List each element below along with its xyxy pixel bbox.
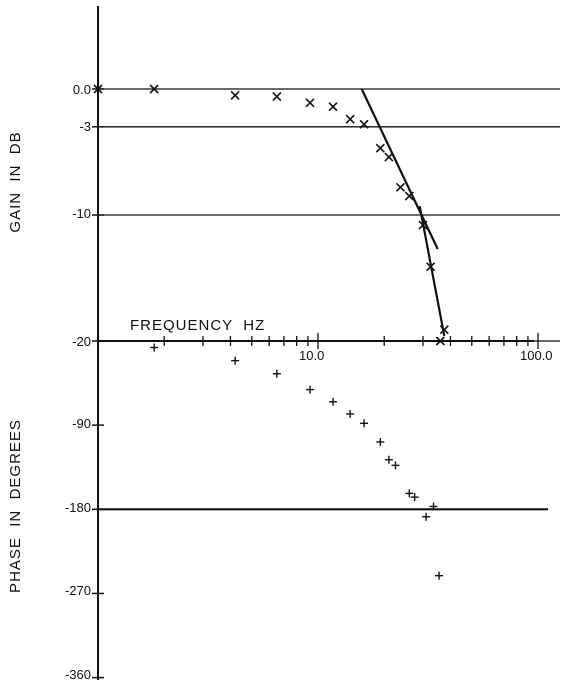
phase-tick-label-360: -360 [65, 667, 91, 682]
gain-point-12 [418, 220, 428, 230]
x-axis-title: FREQUENCY HZ [130, 317, 265, 334]
gain-point-14 [435, 336, 445, 346]
phase-point-10 [405, 489, 414, 498]
ticks-layer [92, 88, 539, 679]
gain-point-stroke-b [272, 91, 282, 102]
gain-point-1 [149, 84, 159, 94]
gain-point-11 [404, 191, 414, 201]
gain-point-stroke-b [375, 143, 385, 153]
x-tick-label-100: 100.0 [520, 348, 553, 363]
phase-point-7 [376, 437, 385, 446]
asymptote-layer [360, 88, 446, 337]
axes-layer [97, 6, 534, 680]
phase-point-14 [435, 571, 444, 580]
gain-point-7 [359, 119, 369, 129]
marks-layer [93, 84, 449, 580]
phase-point-5 [346, 409, 355, 418]
phase-point-9 [391, 461, 400, 470]
gain-point-13 [426, 262, 436, 272]
phase-point-6 [360, 419, 369, 428]
gain-asymptote-0 [360, 88, 439, 250]
phase-point-8 [384, 455, 393, 464]
gain-point-stroke-b [404, 191, 414, 201]
gain-point-stroke-b [149, 84, 159, 94]
gain-point-2 [230, 90, 240, 100]
gain-point-stroke-b [345, 114, 355, 124]
gain-point-6 [345, 114, 355, 124]
gain-point-stroke-b [305, 98, 315, 108]
phase-point-2 [272, 369, 281, 378]
gain-point-8 [375, 143, 385, 153]
phase-tick-label-270: -270 [65, 583, 91, 598]
gain-tick-label-10: -10 [72, 206, 91, 221]
gain-point-stroke-b [384, 152, 394, 162]
gain-asymptote-1 [418, 205, 446, 337]
gain-point-15 [439, 325, 449, 335]
gain-point-stroke-b [93, 84, 103, 94]
gain-point-stroke-b [439, 325, 449, 335]
gain-tick-label-0: 0.0 [73, 82, 91, 97]
phase-point-11 [410, 493, 419, 502]
gain-point-0 [93, 84, 103, 94]
gain-point-stroke-b [418, 220, 428, 230]
phase-point-12 [422, 512, 431, 521]
gain-point-stroke-b [435, 336, 445, 346]
phase-point-13 [429, 502, 438, 511]
phase-axis-title: PHASE IN DEGREES [7, 419, 24, 593]
gain-point-stroke-b [328, 102, 338, 112]
gain-point-stroke-b [359, 119, 369, 129]
phase-point-4 [329, 397, 338, 406]
gain-point-10 [395, 182, 406, 192]
gain-tick-label-3: -3 [79, 119, 91, 134]
phase-tick-label-180: -180 [65, 500, 91, 515]
gain-point-stroke-b [395, 182, 406, 192]
gain-point-3 [272, 91, 282, 102]
gain-point-stroke-b [230, 90, 240, 100]
gain-point-9 [384, 152, 394, 162]
phase-point-3 [306, 385, 315, 394]
gain-axis-title: GAIN IN DB [7, 131, 24, 232]
phase-point-1 [231, 356, 240, 365]
phase-point-0 [150, 343, 159, 352]
x-tick-label-10: 10.0 [299, 348, 324, 363]
phase-tick-label-90: -90 [72, 416, 91, 431]
gain-point-4 [305, 98, 315, 108]
gain-point-stroke-b [426, 262, 436, 272]
gain-tick-label-20: -20 [72, 334, 91, 349]
gain-point-5 [328, 102, 338, 112]
grid-layer [98, 88, 560, 511]
